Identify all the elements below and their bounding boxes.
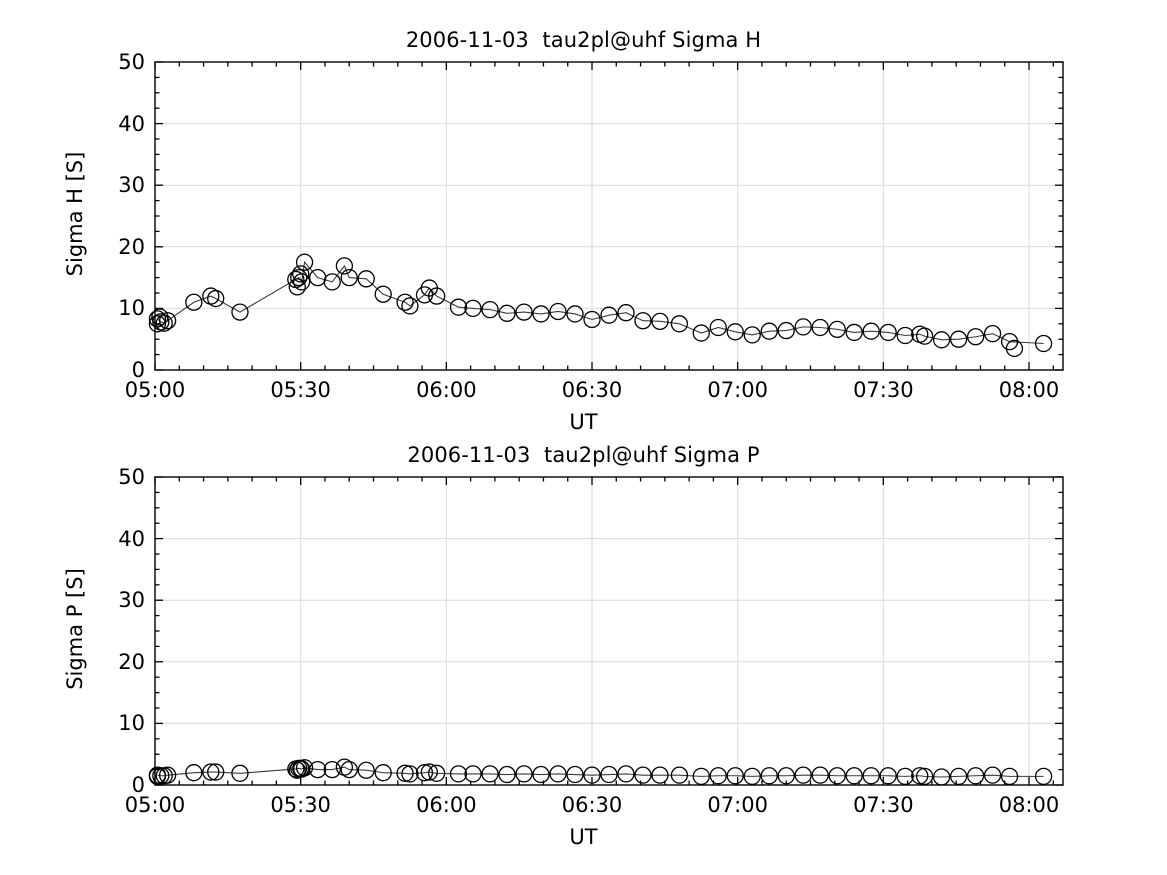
y-tick-label: 10 xyxy=(118,296,145,321)
gridlines xyxy=(155,476,1063,785)
x-tick-label: 07:00 xyxy=(707,378,768,402)
y-tick-label: 40 xyxy=(118,526,145,551)
data-markers xyxy=(148,253,1053,358)
x-tick-label: 06:00 xyxy=(416,378,477,402)
x-tick-label: 07:30 xyxy=(853,793,914,817)
plot-canvas-sigma-h xyxy=(148,61,1064,371)
y-tick-label: 40 xyxy=(118,111,145,136)
x-tick-label: 05:00 xyxy=(124,793,186,817)
x-tick-label: 06:00 xyxy=(416,793,477,817)
plot-panel-sigma-p: 2006-11-03 tau2pl@uhf Sigma P Sigma P [S… xyxy=(0,415,1167,875)
x-tick-label: 05:00 xyxy=(124,378,186,402)
x-tick-label: 07:00 xyxy=(707,793,768,817)
axis-ticks xyxy=(154,61,1063,371)
y-tick-label: 0 xyxy=(131,773,145,797)
x-tick-label: 06:30 xyxy=(561,378,623,402)
x-tick-label: 08:00 xyxy=(998,793,1060,817)
y-tick-label: 30 xyxy=(118,588,145,613)
x-tick-label: 06:30 xyxy=(561,793,623,817)
axis-frame xyxy=(154,476,1064,786)
y-tick-label: 50 xyxy=(118,50,145,74)
plot-panel-sigma-h: 2006-11-03 tau2pl@uhf Sigma H Sigma H [S… xyxy=(0,0,1167,434)
x-axis-label-sigma-h: UT xyxy=(569,410,598,434)
y-tick-label: 20 xyxy=(118,649,145,674)
y-tick-label: 30 xyxy=(118,173,145,198)
y-tick-label: 20 xyxy=(118,234,145,259)
data-markers xyxy=(148,758,1053,786)
y-tick-label: 10 xyxy=(118,711,145,736)
axis-ticks xyxy=(154,476,1063,786)
y-tick-label: 0 xyxy=(131,358,145,382)
panel-title-sigma-p: 2006-11-03 tau2pl@uhf Sigma P xyxy=(407,443,760,467)
x-tick-label: 05:30 xyxy=(270,378,331,402)
y-tick-label: 50 xyxy=(118,465,145,489)
x-axis-label-sigma-p: UT xyxy=(569,825,598,849)
x-tick-label: 08:00 xyxy=(998,378,1060,402)
x-tick-label: 05:30 xyxy=(270,793,331,817)
plot-canvas-sigma-p xyxy=(148,476,1064,786)
panel-title-sigma-h: 2006-11-03 tau2pl@uhf Sigma H xyxy=(405,28,762,52)
x-tick-label: 07:30 xyxy=(853,378,914,402)
